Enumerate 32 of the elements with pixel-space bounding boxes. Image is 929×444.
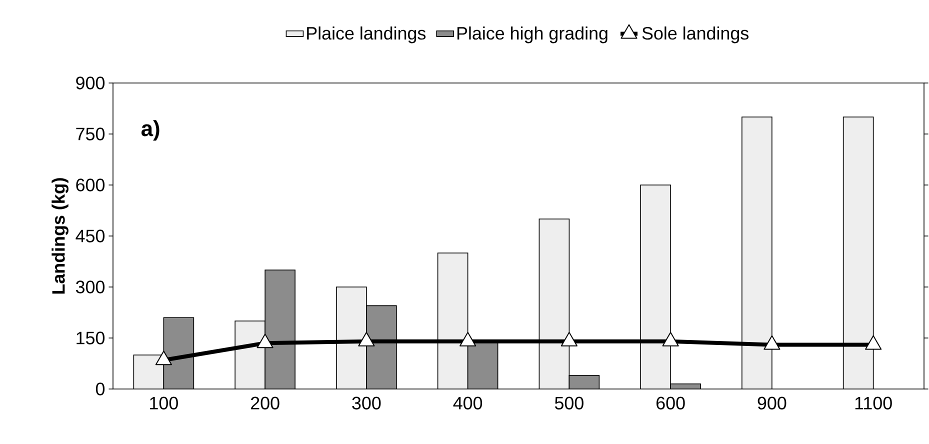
x-tick-label: 600 <box>656 396 685 410</box>
x-tick-label: 300 <box>352 396 381 410</box>
bar <box>163 317 194 389</box>
x-tick-label: 400 <box>453 396 482 410</box>
bar <box>366 305 397 389</box>
x-tick-label: 1100 <box>855 396 892 410</box>
bar <box>264 270 296 389</box>
y-tick-label: 300 <box>76 280 105 294</box>
x-tick-label: 900 <box>758 396 786 410</box>
annotation: a) <box>141 120 160 141</box>
bar <box>437 252 468 389</box>
bar <box>467 341 498 389</box>
legend-label: Sole landings <box>642 26 748 44</box>
y-axis-title: Landings (kg) <box>52 178 68 294</box>
bar <box>842 116 874 389</box>
y-tick-label: 150 <box>76 332 105 344</box>
x-tick-label: 200 <box>251 396 280 410</box>
y-tick-label: 450 <box>76 230 105 242</box>
bar <box>640 184 671 389</box>
bar <box>568 375 600 389</box>
y-tick-label: 750 <box>76 128 105 140</box>
x-tick-label: 500 <box>554 396 584 410</box>
bar <box>133 354 164 389</box>
y-tick-label: 0 <box>96 382 105 396</box>
bar <box>538 218 570 389</box>
x-tick-label: 100 <box>150 396 178 410</box>
bar <box>336 286 367 389</box>
y-tick-label: 900 <box>76 76 105 90</box>
legend-label: Plaice landings <box>307 26 426 44</box>
legend-label: Plaice high grading <box>457 26 608 44</box>
bar <box>742 116 772 389</box>
y-tick-label: 600 <box>76 178 105 192</box>
